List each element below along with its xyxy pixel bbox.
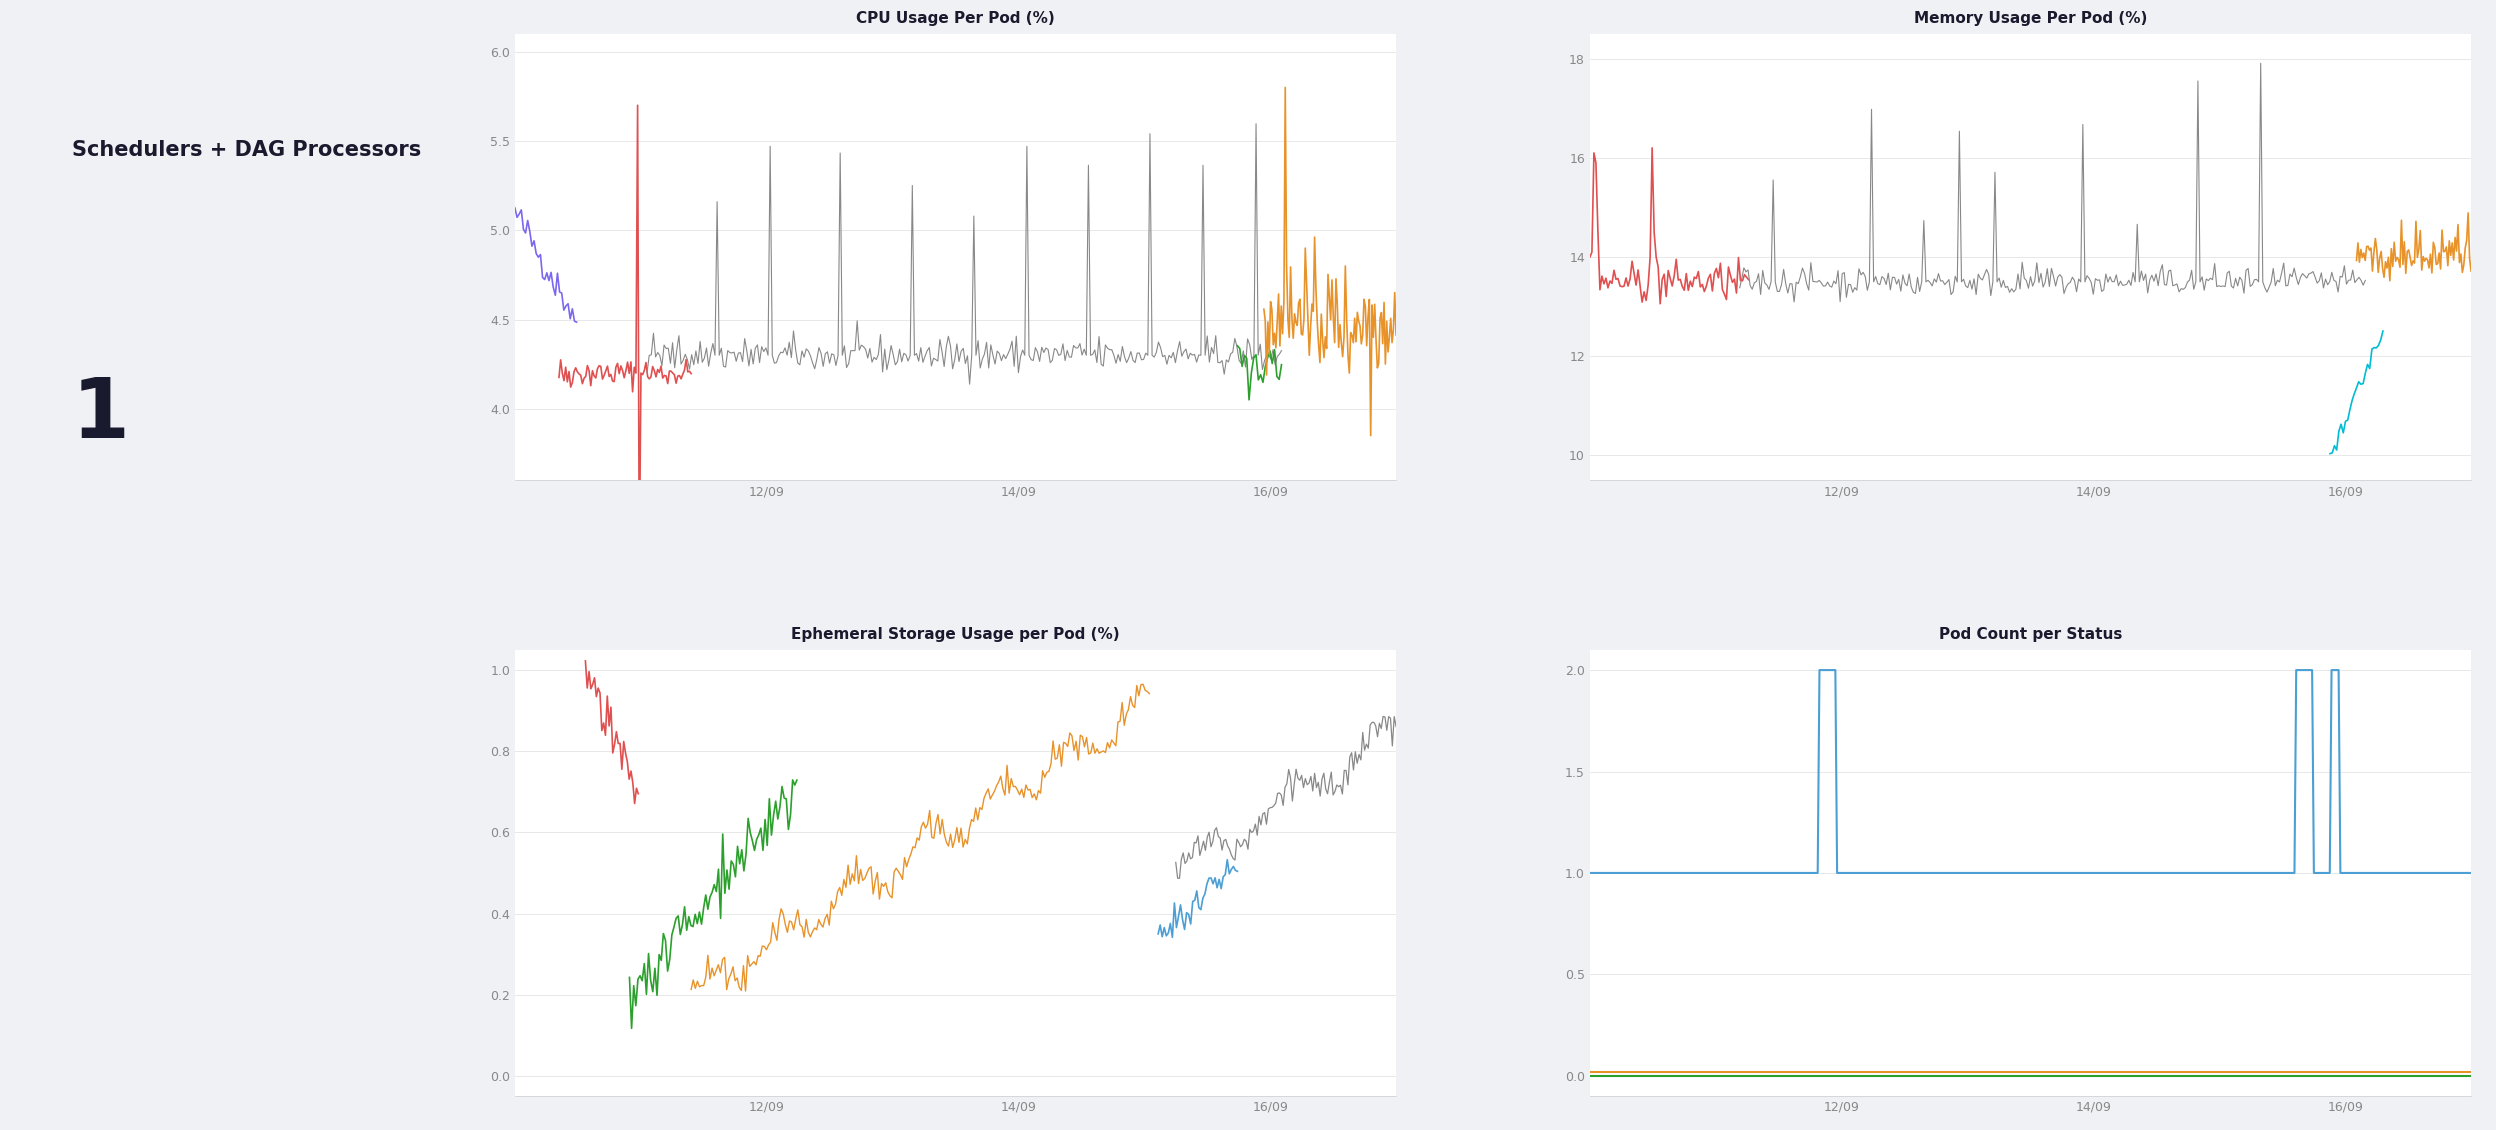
Text: Schedulers + DAG Processors: Schedulers + DAG Processors bbox=[72, 140, 422, 160]
Title: Pod Count per Status: Pod Count per Status bbox=[1939, 627, 2122, 642]
Title: Memory Usage Per Pod (%): Memory Usage Per Pod (%) bbox=[1914, 11, 2147, 26]
Title: CPU Usage Per Pod (%): CPU Usage Per Pod (%) bbox=[856, 11, 1056, 26]
Title: Ephemeral Storage Usage per Pod (%): Ephemeral Storage Usage per Pod (%) bbox=[791, 627, 1121, 642]
Text: 1: 1 bbox=[72, 374, 130, 454]
